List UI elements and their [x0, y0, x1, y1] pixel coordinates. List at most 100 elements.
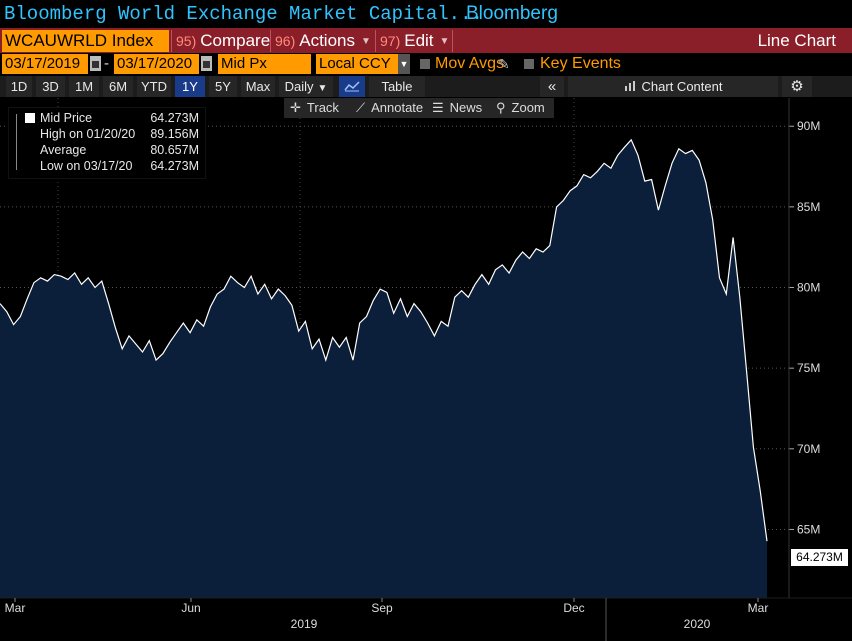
- pencil-icon[interactable]: ✎: [498, 56, 510, 72]
- start-date-field[interactable]: 03/17/2019: [2, 54, 88, 74]
- x-tick-label: Jun: [181, 601, 200, 615]
- collapse-icon[interactable]: «: [540, 76, 564, 97]
- range-max[interactable]: Max: [241, 76, 275, 97]
- annotate-icon: ⟋: [356, 100, 366, 115]
- ticker-field[interactable]: WCAUWRLD Index: [2, 30, 169, 52]
- legend-average-value: 80.657M: [150, 143, 199, 157]
- x-tick-label: Mar: [748, 601, 769, 615]
- range-3d[interactable]: 3D: [36, 76, 65, 97]
- annotate-tool[interactable]: ⟋ Annotate: [356, 98, 423, 118]
- range-1m[interactable]: 1M: [69, 76, 99, 97]
- x-axis: Mar Jun Sep Dec Mar 2019 2020: [5, 598, 769, 631]
- chevron-down-icon: ▼: [317, 83, 328, 94]
- crosshair-icon: ✛: [290, 100, 301, 115]
- chevron-down-icon: ▼: [439, 36, 450, 47]
- chart-legend: Mid Price 64.273M High on 01/20/20 89.15…: [8, 107, 206, 179]
- calendar-icon[interactable]: [90, 56, 101, 71]
- legend-low-value: 64.273M: [150, 159, 199, 173]
- mov-avgs-checkbox[interactable]: [420, 59, 430, 69]
- separator: [270, 30, 271, 52]
- bar-chart-icon: [624, 81, 635, 91]
- legend-average: Average 80.657M: [9, 142, 207, 158]
- y-tick-label: 90M: [797, 119, 820, 133]
- compare-number: 95): [176, 33, 197, 49]
- chevron-down-icon: ▼: [360, 36, 371, 47]
- legend-tree-line: [16, 114, 17, 170]
- legend-high-value: 89.156M: [150, 127, 199, 141]
- zoom-tool[interactable]: ⚲ Zoom: [496, 98, 545, 118]
- year-label: 2020: [684, 617, 711, 631]
- field-selector[interactable]: Mid Px: [218, 54, 311, 74]
- last-value-label: 64.273M: [791, 549, 848, 566]
- news-label: News: [449, 100, 483, 115]
- range-1d[interactable]: 1D: [6, 76, 32, 97]
- y-tick-label: 70M: [797, 442, 820, 456]
- compare-label: Compare: [200, 31, 271, 50]
- price-area: [0, 139, 767, 599]
- date-separator: -: [104, 55, 109, 72]
- range-ytd[interactable]: YTD: [137, 76, 171, 97]
- table-button[interactable]: Table: [369, 76, 425, 97]
- actions-label: Actions: [299, 31, 355, 50]
- legend-high: High on 01/20/20 89.156M: [9, 126, 207, 142]
- legend-mid-price-value: 64.273M: [150, 111, 199, 125]
- legend-mid-price[interactable]: Mid Price 64.273M: [9, 110, 207, 126]
- y-tick-label: 75M: [797, 361, 820, 375]
- price-chart[interactable]: 65M 70M 75M 80M 85M 90M Mar Jun Sep Dec Mar 2019 20…: [0, 98, 852, 641]
- track-label: Track: [306, 100, 339, 115]
- frequency-dropdown[interactable]: Daily ▼: [279, 76, 333, 97]
- y-tick-label: 85M: [797, 200, 820, 214]
- news-tool[interactable]: ☰ News: [432, 98, 482, 118]
- x-tick-label: Dec: [563, 601, 584, 615]
- key-events-checkbox[interactable]: [524, 59, 534, 69]
- legend-low-label: Low on 03/17/20: [40, 159, 133, 173]
- range-toolbar: 1D 3D 1M 6M YTD 1Y 5Y Max Daily ▼ Table «…: [0, 76, 852, 97]
- track-tool[interactable]: ✛ Track: [290, 98, 339, 118]
- chart-content-label: Chart Content: [641, 79, 723, 94]
- range-1y[interactable]: 1Y: [175, 76, 205, 97]
- line-chart-icon[interactable]: [339, 76, 365, 97]
- edit-number: 97): [380, 33, 401, 49]
- end-date-field[interactable]: 03/17/2020: [114, 54, 199, 74]
- compare-button[interactable]: 95) Compare: [172, 30, 270, 52]
- x-tick-label: Sep: [371, 601, 393, 615]
- chart-type-label[interactable]: Line Chart: [757, 31, 836, 50]
- news-icon: ☰: [432, 100, 444, 115]
- key-events-label[interactable]: Key Events: [540, 55, 621, 72]
- y-axis: 65M 70M 75M 80M 85M 90M: [789, 119, 820, 536]
- calendar-icon[interactable]: [201, 56, 212, 71]
- edit-button[interactable]: 97) Edit ▼: [376, 30, 449, 52]
- actions-button[interactable]: 96) Actions ▼: [271, 30, 371, 52]
- range-5y[interactable]: 5Y: [209, 76, 237, 97]
- year-label: 2019: [291, 617, 318, 631]
- chart-tools: ✛ Track ⟋ Annotate ☰ News ⚲ Zoom: [284, 98, 554, 118]
- chevron-down-icon[interactable]: ▼: [398, 54, 410, 74]
- edit-label: Edit: [404, 31, 434, 50]
- y-tick-label: 80M: [797, 281, 820, 295]
- window-title-bar: Bloomberg World Exchange Market Capital.…: [0, 0, 852, 28]
- currency-selector[interactable]: Local CCY: [316, 54, 398, 74]
- chart-content-button[interactable]: Chart Content: [568, 76, 778, 97]
- window-title: Bloomberg World Exchange Market Capital.…: [4, 3, 483, 25]
- mov-avgs-label[interactable]: Mov Avgs: [435, 55, 505, 72]
- price-line: [0, 138, 768, 542]
- zoom-label: Zoom: [511, 100, 545, 115]
- bloomberg-brand: Bloomberg: [466, 3, 558, 24]
- separator: [452, 30, 453, 52]
- legend-high-label: High on 01/20/20: [40, 127, 136, 141]
- legend-swatch: [25, 113, 35, 123]
- separator: [375, 30, 376, 52]
- legend-low: Low on 03/17/20 64.273M: [9, 158, 207, 174]
- separator: [171, 30, 172, 52]
- y-tick-label: 65M: [797, 522, 820, 536]
- frequency-label: Daily: [284, 79, 314, 94]
- actions-number: 96): [275, 33, 296, 49]
- legend-mid-price-label: Mid Price: [40, 111, 93, 125]
- range-6m[interactable]: 6M: [103, 76, 133, 97]
- legend-average-label: Average: [40, 143, 87, 157]
- magnifier-icon: ⚲: [496, 100, 506, 115]
- x-tick-label: Mar: [5, 601, 26, 615]
- command-bar: WCAUWRLD Index 95) Compare 96) Actions ▼ 97…: [0, 28, 852, 53]
- date-row: 03/17/2019 - 03/17/2020 Mid Px Local CCY…: [0, 53, 852, 75]
- gear-icon[interactable]: ⚙: [782, 76, 812, 97]
